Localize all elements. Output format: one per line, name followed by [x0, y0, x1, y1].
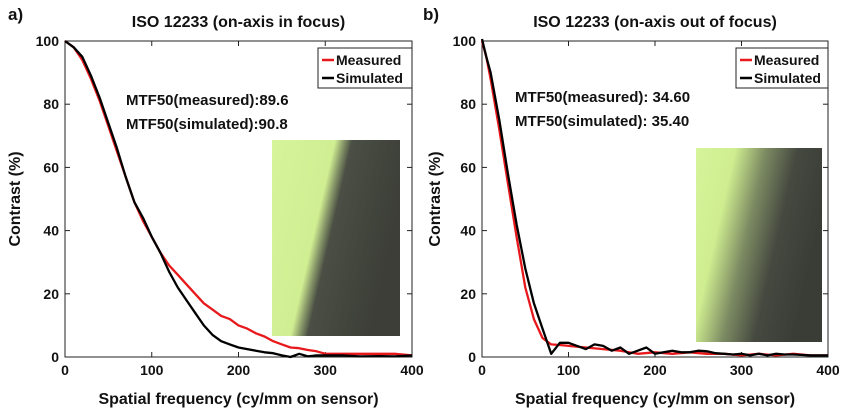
series-line-simulated [64, 40, 413, 359]
mtf50-annotation: MTF50(simulated): 35.40 [515, 113, 689, 130]
chart-panel-a [64, 40, 413, 359]
chart-panel-b [480, 38, 829, 358]
mtf50-annotation: MTF50(measured): 34.60 [515, 89, 690, 106]
y-tick-label: 100 [36, 33, 60, 49]
y-tick-label: 40 [460, 223, 476, 239]
y-tick-label: 0 [51, 349, 59, 365]
y-tick-label: 100 [453, 33, 477, 49]
y-tick-label: 20 [43, 286, 59, 302]
chart-title: ISO 12233 (on-axis in focus) [132, 14, 345, 31]
series-line-simulated [480, 38, 828, 357]
x-tick-label: 100 [557, 362, 581, 378]
edge-image-inset [272, 140, 400, 336]
y-axis-label: Contrast (%) [7, 151, 24, 246]
x-axis-label: Spatial frequency (cy/mm on sensor) [98, 391, 378, 408]
x-tick-label: 400 [400, 362, 424, 378]
legend-label: Simulated [336, 70, 403, 86]
legend-label: Simulated [754, 70, 821, 86]
x-tick-label: 300 [730, 362, 754, 378]
y-axis-label: Contrast (%) [427, 151, 444, 246]
y-tick-label: 60 [460, 159, 476, 175]
legend-box [317, 47, 413, 89]
y-tick-label: 0 [468, 349, 476, 365]
y-tick-label: 80 [43, 96, 59, 112]
panel-label: a) [8, 5, 23, 24]
x-tick-label: 200 [227, 362, 251, 378]
legend-label: Measured [754, 52, 819, 68]
x-tick-label: 0 [478, 362, 486, 378]
panel-label: b) [423, 5, 439, 24]
mtf50-annotation: MTF50(simulated):90.8 [126, 116, 288, 133]
x-tick-label: 100 [140, 362, 164, 378]
y-tick-label: 80 [460, 96, 476, 112]
x-tick-label: 400 [816, 362, 840, 378]
legend-label: Measured [336, 52, 401, 68]
legend-box [735, 47, 829, 89]
edge-image-inset [696, 148, 822, 342]
x-tick-label: 200 [643, 362, 667, 378]
y-tick-label: 20 [460, 286, 476, 302]
y-tick-label: 40 [43, 223, 59, 239]
x-axis-label: Spatial frequency (cy/mm on sensor) [515, 391, 795, 408]
x-tick-label: 0 [61, 362, 69, 378]
mtf50-annotation: MTF50(measured):89.6 [126, 92, 289, 109]
y-tick-label: 60 [43, 159, 59, 175]
chart-title: ISO 12233 (on-axis out of focus) [533, 14, 777, 31]
x-tick-label: 300 [314, 362, 338, 378]
